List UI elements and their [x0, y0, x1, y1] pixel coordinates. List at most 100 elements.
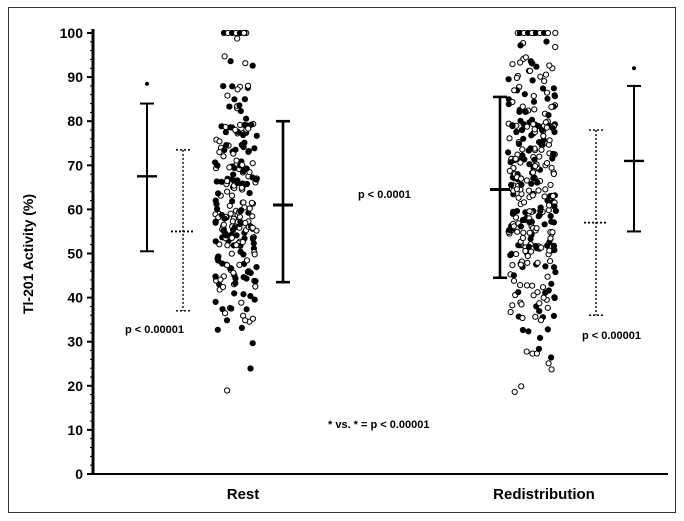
data-point-redistribution — [510, 277, 518, 284]
data-point-redistribution — [548, 218, 555, 225]
data-point-rest — [234, 180, 241, 187]
data-point-redistribution — [509, 61, 516, 68]
data-point-redistribution — [526, 208, 533, 215]
data-point-rest — [221, 53, 228, 60]
data-point-rest — [253, 176, 260, 183]
data-point-redistribution — [505, 76, 512, 83]
data-point-redistribution — [511, 388, 518, 395]
y-tick-label: 30 — [67, 334, 83, 350]
y-tick-label: 0 — [75, 466, 83, 482]
data-point-redistribution — [515, 140, 523, 147]
data-point-redistribution — [528, 132, 535, 139]
data-point-redistribution — [544, 29, 552, 37]
data-point-rest — [249, 160, 256, 167]
data-point-redistribution — [522, 247, 529, 255]
data-point-rest — [242, 317, 249, 324]
data-point-rest — [222, 310, 229, 317]
data-point-rest — [215, 253, 222, 261]
data-point-rest — [232, 280, 239, 287]
data-point-rest — [243, 306, 250, 313]
data-point-redistribution — [535, 345, 543, 352]
data-point-redistribution — [517, 223, 525, 230]
data-point-rest — [220, 83, 227, 90]
data-point-redistribution — [525, 328, 532, 335]
data-point-redistribution — [544, 242, 551, 249]
y-tick-label: 40 — [67, 290, 83, 306]
data-point-rest — [224, 177, 231, 185]
data-point-rest — [238, 184, 245, 191]
data-point-redistribution — [539, 284, 547, 291]
data-point-redistribution — [511, 87, 518, 94]
data-point-redistribution — [508, 181, 515, 188]
data-point-redistribution — [509, 302, 516, 309]
data-point-rest — [212, 218, 219, 225]
data-point-rest — [232, 126, 239, 133]
data-point-rest — [246, 190, 253, 197]
data-point-redistribution — [530, 169, 537, 176]
data-point-redistribution — [507, 252, 514, 259]
data-point-redistribution — [530, 98, 538, 105]
data-point-rest — [246, 205, 253, 212]
data-point-redistribution — [550, 312, 558, 319]
data-point-rest — [249, 340, 256, 347]
data-point-rest — [223, 317, 231, 324]
data-point-redistribution — [518, 126, 526, 134]
data-point-rest — [242, 60, 249, 67]
data-point-redistribution — [521, 91, 528, 98]
data-point-redistribution — [534, 289, 541, 296]
data-point-redistribution — [513, 186, 521, 193]
data-point-redistribution — [546, 137, 553, 144]
data-point-redistribution — [522, 108, 529, 115]
data-point-redistribution — [521, 156, 528, 163]
data-point-rest — [229, 83, 236, 90]
data-point-redistribution — [520, 135, 527, 142]
data-point-rest — [220, 221, 227, 228]
data-point-redistribution — [521, 199, 528, 206]
data-point-redistribution — [522, 54, 530, 61]
data-point-rest — [240, 291, 247, 298]
axis-layer: 0 10 20 30 40 50 60 70 80 90 100 — [60, 25, 668, 482]
data-point-redistribution — [533, 225, 540, 232]
data-point-rest — [222, 129, 229, 136]
data-point-redistribution — [540, 132, 547, 140]
data-point-redistribution — [536, 300, 543, 307]
data-point-rest — [251, 296, 258, 303]
data-point-rest — [237, 218, 244, 225]
data-point-redistribution — [518, 383, 525, 390]
data-point-redistribution — [537, 207, 544, 215]
data-point-rest — [237, 248, 244, 255]
data-point-redistribution — [543, 160, 551, 167]
footnote-comparison: * vs. * = p < 0.00001 — [328, 419, 430, 431]
data-point-rest — [248, 121, 255, 128]
y-tick-label: 50 — [67, 246, 83, 262]
data-point-rest — [247, 293, 254, 300]
data-point-redistribution — [534, 179, 541, 186]
data-point-rest — [249, 315, 256, 322]
data-point-redistribution — [541, 221, 548, 228]
data-point-redistribution — [518, 301, 525, 308]
data-point-rest — [222, 232, 229, 239]
data-point-redistribution — [528, 180, 535, 187]
data-point-redistribution — [544, 304, 551, 311]
data-point-rest — [224, 242, 231, 249]
data-point-rest — [233, 242, 240, 249]
data-point-redistribution — [550, 193, 557, 200]
data-point-rest — [245, 82, 252, 89]
p-value-redistribution: p < 0.00001 — [582, 330, 641, 342]
data-point-redistribution — [545, 287, 552, 294]
data-point-redistribution — [507, 308, 514, 316]
labels-layer: Tl-201 Activity (%) Rest Redistribution … — [20, 189, 641, 503]
data-point-redistribution — [531, 106, 538, 113]
data-point-redistribution — [528, 248, 535, 255]
data-point-redistribution — [524, 252, 531, 260]
data-point-redistribution — [551, 93, 559, 100]
data-point-rest — [229, 218, 236, 225]
data-point-redistribution — [519, 326, 527, 334]
data-point-redistribution — [530, 174, 537, 181]
y-tick-label: 10 — [67, 422, 83, 438]
data-point-redistribution — [520, 229, 527, 236]
data-point-rest — [224, 188, 231, 195]
data-point-redistribution — [514, 228, 521, 235]
data-point-redistribution — [517, 261, 525, 268]
data-point-rest — [219, 260, 226, 267]
